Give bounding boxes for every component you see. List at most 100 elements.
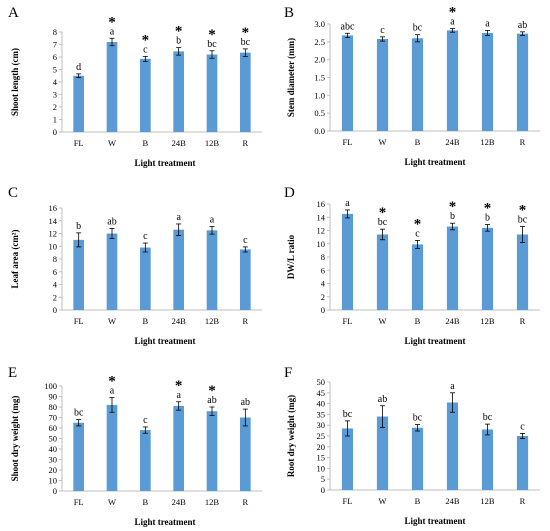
x-tick-label: W xyxy=(108,497,116,507)
y-tick-label: 2 xyxy=(321,292,325,302)
y-tick-label: 12 xyxy=(317,226,326,236)
significance-letter: d xyxy=(76,62,81,73)
x-tick-label: R xyxy=(242,138,248,148)
y-tick-label: 8 xyxy=(53,254,57,264)
significance-letter: bc xyxy=(241,37,251,48)
bar-w xyxy=(376,234,389,310)
y-tick-label: 16 xyxy=(49,203,58,213)
significance-letter: a xyxy=(345,198,350,209)
significance-star: * xyxy=(449,199,457,215)
y-tick-label: 20 xyxy=(317,442,326,452)
y-tick-label: 1.0 xyxy=(314,90,325,100)
y-tick-label: 1.5 xyxy=(314,73,325,83)
bar-b xyxy=(140,58,151,132)
y-tick-label: 4 xyxy=(321,279,326,289)
y-tick-label: 6 xyxy=(53,267,57,277)
panel-letter: E xyxy=(8,365,17,381)
bar-24b xyxy=(173,51,184,132)
x-tick-label: R xyxy=(520,316,526,326)
x-tick-label: W xyxy=(378,316,386,326)
y-tick-label: 2 xyxy=(53,292,57,302)
panel-a: A012345678dFLa*Wc*Bb*24Bbc*12Bbc*RLight … xyxy=(8,5,262,168)
y-tick-label: 2.5 xyxy=(314,37,325,47)
bar-24b xyxy=(173,405,184,491)
significance-letter: ab xyxy=(207,395,216,406)
significance-star: * xyxy=(108,374,116,390)
significance-letter: c xyxy=(143,415,148,426)
significance-letter: bc xyxy=(207,39,217,50)
bar-12b xyxy=(481,227,494,310)
y-axis-title: Shoot dry weight (mg) xyxy=(10,396,20,482)
bar-12b xyxy=(206,411,218,491)
significance-letter: a xyxy=(176,212,181,223)
panel-letter: D xyxy=(284,185,295,201)
significance-star: * xyxy=(175,378,183,394)
bar-w xyxy=(106,42,118,132)
x-tick-label: R xyxy=(242,316,248,326)
x-tick-label: R xyxy=(242,497,248,507)
bar-w xyxy=(376,416,389,490)
significance-star: * xyxy=(142,32,150,48)
bar-r xyxy=(240,417,251,491)
x-axis-title: Light treatment xyxy=(134,336,195,346)
y-axis-title: Stem diameter (mm) xyxy=(286,38,296,117)
x-tick-label: R xyxy=(520,137,526,147)
bar-w xyxy=(106,233,118,310)
significance-letter: a xyxy=(110,26,115,37)
significance-letter: bc xyxy=(413,413,423,424)
significance-letter: b xyxy=(485,213,490,224)
x-tick-label: FL xyxy=(343,316,353,326)
y-tick-label: 0.0 xyxy=(314,126,325,136)
significance-star: * xyxy=(175,24,183,40)
y-tick-label: 7 xyxy=(53,40,57,50)
y-tick-label: 30 xyxy=(317,420,326,430)
x-tick-label: FL xyxy=(74,316,84,326)
significance-letter: a xyxy=(450,381,455,392)
bar-12b xyxy=(206,230,218,310)
x-tick-label: 12B xyxy=(205,316,220,326)
panel-letter: C xyxy=(8,185,18,201)
bar-24b xyxy=(446,402,459,490)
bar-fl xyxy=(73,75,84,132)
significance-star: * xyxy=(414,216,422,232)
panel-letter: F xyxy=(284,365,292,381)
bar-12b xyxy=(481,32,494,131)
y-tick-label: 10 xyxy=(49,476,58,486)
y-tick-label: 15 xyxy=(317,453,326,463)
x-axis-title: Light treatment xyxy=(134,158,195,168)
significance-star: * xyxy=(449,5,457,21)
significance-star: * xyxy=(519,203,527,219)
x-tick-label: W xyxy=(108,316,116,326)
x-tick-label: B xyxy=(415,137,421,147)
panel-e: E0102030405060708090100bcFLa*WcBa*24Bab*… xyxy=(8,365,262,527)
x-tick-label: B xyxy=(142,497,148,507)
significance-star: * xyxy=(242,25,250,41)
y-tick-label: 0 xyxy=(53,127,57,137)
y-tick-label: 2 xyxy=(53,102,57,112)
x-axis-title: Light treatment xyxy=(404,157,465,167)
bar-r xyxy=(240,52,251,132)
y-tick-label: 40 xyxy=(49,444,58,454)
bar-b xyxy=(411,244,424,310)
bar-b xyxy=(140,430,151,491)
x-tick-label: FL xyxy=(74,497,84,507)
y-axis-title: Root dry weight (mg) xyxy=(286,395,296,477)
significance-letter: bc xyxy=(343,409,353,420)
significance-letter: b xyxy=(76,221,81,232)
bar-12b xyxy=(206,54,218,132)
x-tick-label: W xyxy=(378,137,386,147)
y-tick-label: 35 xyxy=(317,409,326,419)
x-tick-label: W xyxy=(378,496,386,506)
y-tick-label: 4 xyxy=(53,280,58,290)
bar-12b xyxy=(481,429,494,490)
bar-fl xyxy=(341,428,354,490)
significance-letter: a xyxy=(450,17,455,28)
y-tick-label: 8 xyxy=(53,27,57,37)
x-tick-label: 24B xyxy=(445,316,460,326)
panel-letter: A xyxy=(8,5,19,21)
y-tick-label: 6 xyxy=(321,265,325,275)
significance-letter: a xyxy=(110,386,115,397)
bar-r xyxy=(516,33,529,131)
x-tick-label: B xyxy=(415,496,421,506)
bar-w xyxy=(106,404,118,491)
